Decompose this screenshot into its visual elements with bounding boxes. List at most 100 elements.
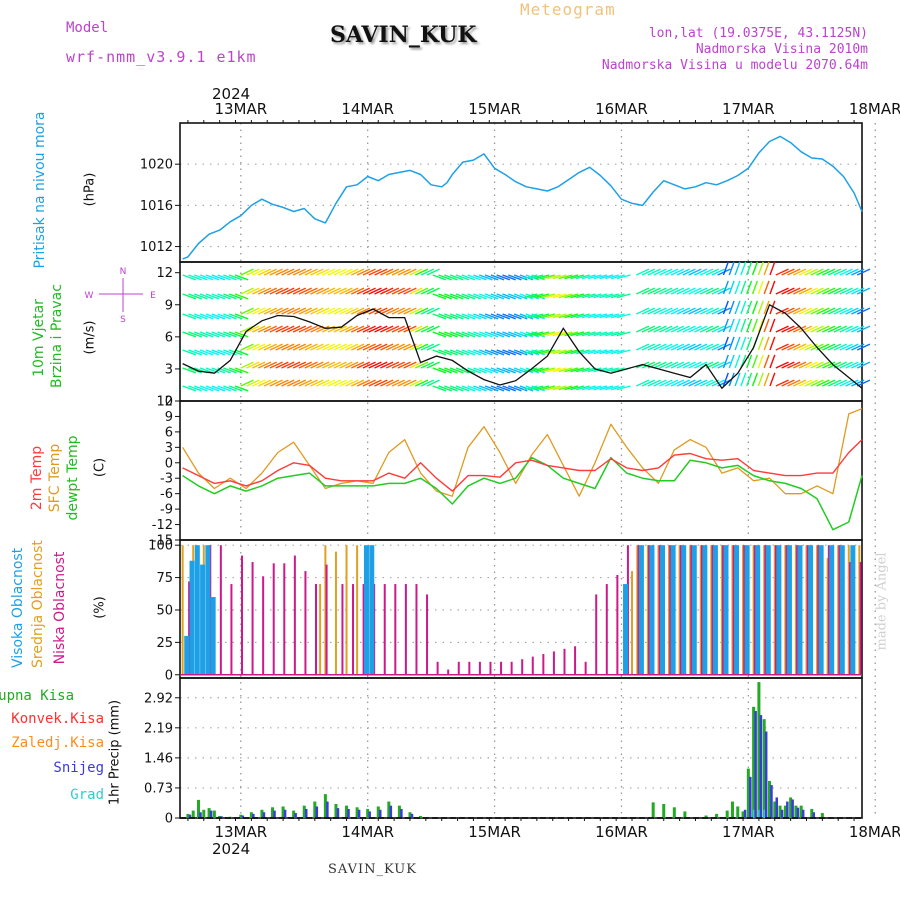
cloud-bar xyxy=(304,571,307,675)
wind-barb xyxy=(223,385,237,392)
precip-bar xyxy=(757,682,761,818)
wind-barb xyxy=(728,336,735,351)
wind-speed-line xyxy=(182,303,863,390)
precip-bar xyxy=(292,810,296,818)
precip-bar xyxy=(241,815,245,818)
cloud-bar xyxy=(181,545,184,675)
wind-barb xyxy=(508,274,522,281)
wind-barb xyxy=(374,325,388,333)
wind-barb xyxy=(316,287,330,295)
wind-barb xyxy=(281,307,295,315)
cloud-bar xyxy=(334,551,337,675)
cloud-bar xyxy=(859,562,862,675)
wind-barb xyxy=(763,318,770,333)
wind-barb xyxy=(605,293,619,299)
wind-barb xyxy=(321,325,336,333)
wind-barb xyxy=(535,331,550,337)
wind-barb xyxy=(374,343,388,351)
wind-barb xyxy=(635,325,650,333)
wind-barb xyxy=(508,331,522,338)
precip-bar xyxy=(764,731,768,818)
model-name: wrf-nmm_v3.9.1 e1km xyxy=(66,48,257,66)
wind-barb xyxy=(751,300,759,315)
wind-barb xyxy=(252,287,266,295)
y-tick-label: 0 xyxy=(165,456,173,471)
wind-barb xyxy=(810,361,824,369)
wind-barb xyxy=(199,293,214,300)
wind-barb xyxy=(257,325,272,333)
wind-barb xyxy=(682,379,696,387)
cloud-bar xyxy=(678,545,681,675)
wind-barb xyxy=(576,293,590,299)
wind-barb xyxy=(822,379,836,387)
wind-barb xyxy=(688,343,702,351)
wind-barb xyxy=(653,379,667,387)
precip-bar xyxy=(366,808,370,818)
precip-bar xyxy=(202,809,206,818)
wind-barb xyxy=(564,274,579,280)
wind-barb xyxy=(275,287,289,295)
wind-barb xyxy=(856,268,871,276)
precip-bar xyxy=(789,797,793,818)
wind-barb xyxy=(757,318,764,333)
wind-barb xyxy=(345,343,359,351)
wind-barb xyxy=(438,293,452,300)
wind-barb xyxy=(792,307,807,315)
wind-barb xyxy=(438,331,452,338)
wind-barb xyxy=(804,379,818,387)
wind-barb xyxy=(529,313,544,319)
wind-barb xyxy=(822,361,836,369)
watermark: made by Angel xyxy=(874,552,890,651)
wind-barb xyxy=(751,372,759,387)
wind-barb xyxy=(535,293,550,299)
wind-barb xyxy=(246,325,260,333)
t2m-line xyxy=(182,439,863,492)
cloud-bar xyxy=(764,545,767,675)
wind-barb xyxy=(816,287,830,295)
cloud-bar xyxy=(816,545,819,675)
precip-bar xyxy=(730,801,734,818)
wind-barb xyxy=(345,361,359,369)
wind-barb xyxy=(647,287,661,295)
cloud-bar xyxy=(521,659,524,675)
wind-barb xyxy=(420,343,435,351)
wind-barb xyxy=(478,293,493,300)
wind-barb xyxy=(426,268,440,276)
compass-s: S xyxy=(120,315,126,325)
wind-barb xyxy=(391,325,405,333)
wind-barb xyxy=(409,268,423,276)
wind-barb xyxy=(856,325,871,333)
cloud-bar xyxy=(631,571,634,675)
cloud-bar xyxy=(636,545,639,675)
cloud-bar xyxy=(753,545,756,675)
date-label-bottom: 15MAR xyxy=(468,823,521,841)
wind-barb xyxy=(304,325,318,333)
cloud-bar xyxy=(763,545,766,675)
wind-barb xyxy=(234,293,249,300)
wind-barb xyxy=(211,349,226,356)
wind-barb xyxy=(409,307,423,315)
wind-barb xyxy=(529,293,544,299)
wind-barb xyxy=(380,379,394,387)
wind-barb xyxy=(263,307,278,315)
wind-barb xyxy=(711,361,725,369)
wind-barb xyxy=(541,385,556,391)
cloud-bar xyxy=(710,545,713,675)
wind-barb xyxy=(529,274,544,280)
cloud-bar xyxy=(689,545,692,675)
wind-barb xyxy=(694,379,708,387)
y-tick-label: 12 xyxy=(156,395,173,410)
wind-barb xyxy=(605,274,619,280)
wind-barb xyxy=(310,379,324,387)
wind-barb xyxy=(581,293,596,299)
wind-barb xyxy=(570,274,585,280)
cloud-bar xyxy=(200,564,206,675)
wind-barb xyxy=(199,274,214,281)
cloud-bar xyxy=(194,545,200,675)
cloud-bar xyxy=(744,545,750,675)
wind-barb xyxy=(593,293,608,299)
cloud-bar xyxy=(796,545,799,675)
wind-barb xyxy=(610,367,625,373)
cloud-bar xyxy=(362,584,365,675)
wind-barb xyxy=(728,280,735,295)
